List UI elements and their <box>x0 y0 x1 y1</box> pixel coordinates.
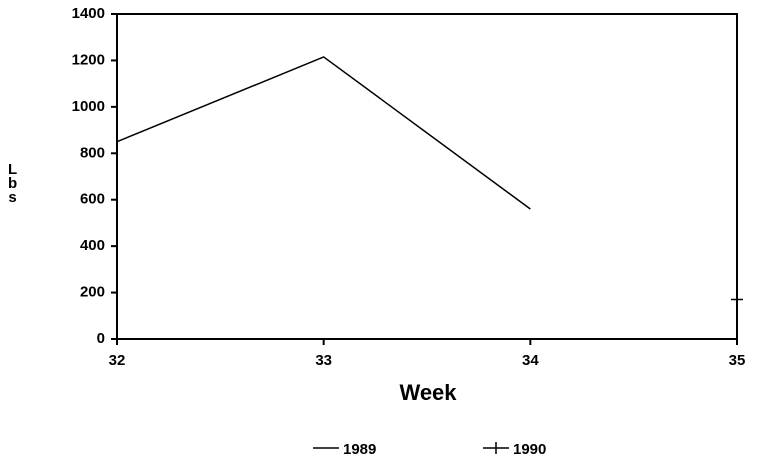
y-axis-label: Lbs <box>4 161 21 203</box>
y-tick-label: 1400 <box>72 5 105 22</box>
y-tick-label: 800 <box>80 144 105 161</box>
y-tick-label: 400 <box>80 237 105 254</box>
x-tick-label: 35 <box>729 352 746 369</box>
y-tick-label: 600 <box>80 191 105 208</box>
x-tick-label: 32 <box>109 352 126 369</box>
x-tick-label: 33 <box>315 352 332 369</box>
point-marker <box>731 293 743 306</box>
y-tick-label: 1000 <box>72 98 105 115</box>
y-tick-label: 1200 <box>72 51 105 68</box>
legend-label: 1989 <box>343 441 376 458</box>
x-tick-label: 34 <box>522 352 539 369</box>
series-line <box>116 56 531 210</box>
y-tick-label: 0 <box>97 330 105 347</box>
plot-frame <box>116 13 738 340</box>
y-tick-label: 200 <box>80 284 105 301</box>
x-axis-label: Week <box>399 380 457 405</box>
legend-label: 1990 <box>513 441 546 458</box>
